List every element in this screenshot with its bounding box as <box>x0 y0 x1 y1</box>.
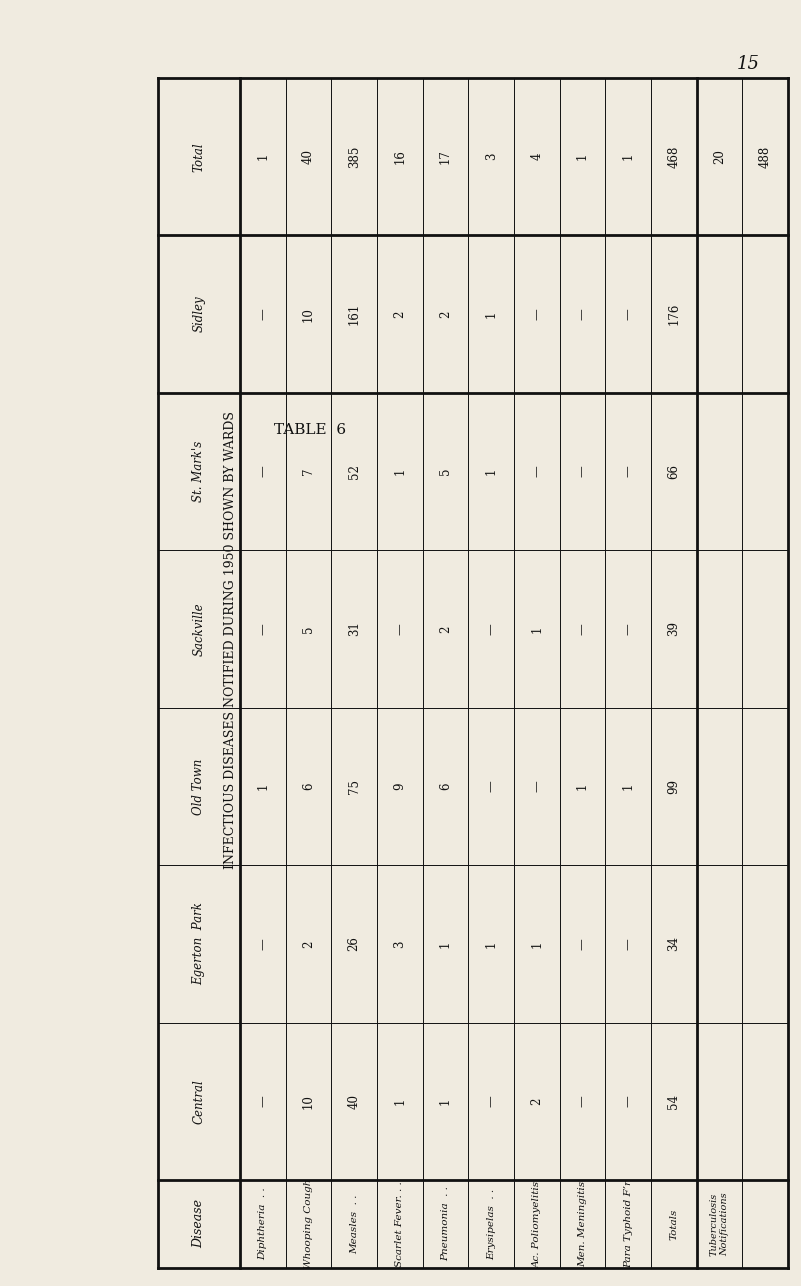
Text: 1: 1 <box>485 940 497 948</box>
Text: Sidley: Sidley <box>192 296 206 333</box>
Text: 31: 31 <box>348 621 360 637</box>
Text: 488: 488 <box>759 145 771 168</box>
Text: Para Typhoid F’r: Para Typhoid F’r <box>624 1181 633 1268</box>
Text: Men. Meningitis: Men. Meningitis <box>578 1181 587 1267</box>
Text: 2: 2 <box>439 310 452 318</box>
Text: —: — <box>485 781 497 792</box>
Text: 20: 20 <box>713 149 726 165</box>
Text: —: — <box>530 309 543 320</box>
Text: 4: 4 <box>530 153 543 161</box>
Text: 6: 6 <box>439 783 452 790</box>
Text: 1: 1 <box>622 783 634 790</box>
Text: 7: 7 <box>302 468 315 476</box>
Text: Sackville: Sackville <box>192 602 206 656</box>
Text: 3: 3 <box>485 153 497 161</box>
Text: Measles  . .: Measles . . <box>350 1195 359 1254</box>
Text: 1: 1 <box>485 468 497 476</box>
Text: 99: 99 <box>667 779 680 793</box>
Text: Ac. Poliomyelitis: Ac. Poliomyelitis <box>533 1181 541 1268</box>
Text: —: — <box>393 624 406 635</box>
Text: 54: 54 <box>667 1094 680 1109</box>
Text: —: — <box>622 466 634 477</box>
Text: —: — <box>576 309 589 320</box>
Text: 1: 1 <box>530 940 543 948</box>
Text: 1: 1 <box>576 783 589 790</box>
Text: —: — <box>256 937 269 950</box>
Text: Erysipelas  . .: Erysipelas . . <box>487 1188 496 1259</box>
Text: St. Mark's: St. Mark's <box>192 441 206 503</box>
Text: 10: 10 <box>302 306 315 322</box>
Text: 3: 3 <box>393 940 406 948</box>
Text: —: — <box>485 624 497 635</box>
Text: 9: 9 <box>393 783 406 790</box>
Text: 1: 1 <box>485 310 497 318</box>
Text: 176: 176 <box>667 303 680 325</box>
Text: Totals: Totals <box>670 1209 678 1240</box>
Text: TABLE  6: TABLE 6 <box>274 423 346 437</box>
Text: Total: Total <box>192 141 206 171</box>
Text: 468: 468 <box>667 145 680 168</box>
Text: 34: 34 <box>667 936 680 952</box>
Text: Whooping Cough: Whooping Cough <box>304 1179 313 1269</box>
Text: —: — <box>622 937 634 950</box>
Text: —: — <box>576 466 589 477</box>
Text: 385: 385 <box>348 145 360 168</box>
Text: 2: 2 <box>302 940 315 948</box>
Text: 40: 40 <box>348 1094 360 1109</box>
Text: 1: 1 <box>393 1097 406 1105</box>
Text: 1: 1 <box>439 1097 452 1105</box>
Text: INFECTIOUS DISEASES NOTIFIED DURING 1950 SHOWN BY WARDS: INFECTIOUS DISEASES NOTIFIED DURING 1950… <box>223 412 236 869</box>
Text: 2: 2 <box>393 310 406 318</box>
Text: —: — <box>622 1096 634 1107</box>
Text: 10: 10 <box>302 1094 315 1109</box>
Text: —: — <box>256 1096 269 1107</box>
Text: —: — <box>256 624 269 635</box>
Text: 161: 161 <box>348 303 360 325</box>
Text: 1: 1 <box>439 940 452 948</box>
Text: 66: 66 <box>667 464 680 480</box>
Text: Diphtheria  . .: Diphtheria . . <box>259 1188 268 1260</box>
Text: —: — <box>530 781 543 792</box>
Text: 75: 75 <box>348 779 360 793</box>
Text: 1: 1 <box>256 153 269 161</box>
Text: Egerton  Park: Egerton Park <box>192 903 206 985</box>
Text: 39: 39 <box>667 621 680 637</box>
Text: 1: 1 <box>530 625 543 633</box>
Text: Tuberculosis
Notifications: Tuberculosis Notifications <box>710 1192 729 1256</box>
Text: 1: 1 <box>256 783 269 790</box>
Text: —: — <box>576 624 589 635</box>
Text: Old Town: Old Town <box>192 759 206 814</box>
Text: Scarlet Fever. . .: Scarlet Fever. . . <box>396 1181 405 1267</box>
Text: 17: 17 <box>439 149 452 165</box>
Text: 16: 16 <box>393 149 406 165</box>
Text: 26: 26 <box>348 936 360 952</box>
Text: —: — <box>256 466 269 477</box>
Text: —: — <box>576 1096 589 1107</box>
Text: 6: 6 <box>302 783 315 790</box>
Text: —: — <box>256 309 269 320</box>
Text: 1: 1 <box>576 153 589 161</box>
Text: —: — <box>622 624 634 635</box>
Text: —: — <box>576 937 589 950</box>
Text: —: — <box>485 1096 497 1107</box>
Text: —: — <box>530 466 543 477</box>
Text: 5: 5 <box>439 468 452 476</box>
Text: 52: 52 <box>348 464 360 478</box>
Text: 15: 15 <box>737 55 760 73</box>
Text: 40: 40 <box>302 149 315 165</box>
Text: Pneumonia  . .: Pneumonia . . <box>441 1187 450 1262</box>
Text: —: — <box>622 309 634 320</box>
Text: 1: 1 <box>622 153 634 161</box>
Text: 5: 5 <box>302 625 315 633</box>
Text: 2: 2 <box>439 625 452 633</box>
Text: Disease: Disease <box>192 1200 206 1249</box>
Text: 1: 1 <box>393 468 406 476</box>
Text: 2: 2 <box>530 1097 543 1105</box>
Text: Central: Central <box>192 1079 206 1124</box>
